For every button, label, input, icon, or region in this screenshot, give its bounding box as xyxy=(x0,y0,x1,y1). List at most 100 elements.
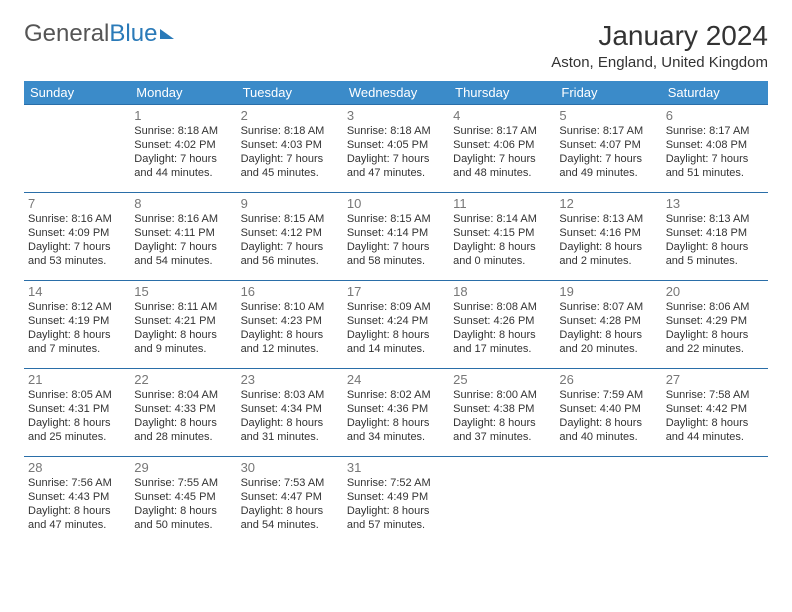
logo: GeneralBlue xyxy=(24,20,174,48)
day-info-line: Daylight: 7 hours xyxy=(134,241,232,255)
day-info-line: Daylight: 7 hours xyxy=(666,153,764,167)
day-header: Saturday xyxy=(662,81,768,105)
day-info-line: Sunrise: 8:08 AM xyxy=(453,301,551,315)
day-info-line: Sunrise: 7:52 AM xyxy=(347,477,445,491)
day-info-line: Sunset: 4:14 PM xyxy=(347,227,445,241)
day-info-line: Sunrise: 8:16 AM xyxy=(134,213,232,227)
calendar-cell: 25Sunrise: 8:00 AMSunset: 4:38 PMDayligh… xyxy=(449,369,555,457)
calendar-cell: 18Sunrise: 8:08 AMSunset: 4:26 PMDayligh… xyxy=(449,281,555,369)
calendar-cell: 8Sunrise: 8:16 AMSunset: 4:11 PMDaylight… xyxy=(130,193,236,281)
day-info-line: Sunrise: 8:13 AM xyxy=(666,213,764,227)
day-number: 30 xyxy=(241,460,339,476)
day-info-line: Daylight: 8 hours xyxy=(559,417,657,431)
day-info-line: Daylight: 8 hours xyxy=(666,241,764,255)
day-info-line: Daylight: 8 hours xyxy=(134,417,232,431)
day-info-line: and 54 minutes. xyxy=(241,519,339,533)
day-info-line: and 28 minutes. xyxy=(134,431,232,445)
day-number: 10 xyxy=(347,196,445,212)
day-info-line: Daylight: 8 hours xyxy=(28,505,126,519)
day-info-line: Daylight: 8 hours xyxy=(453,417,551,431)
calendar-cell: 31Sunrise: 7:52 AMSunset: 4:49 PMDayligh… xyxy=(343,457,449,545)
day-number: 21 xyxy=(28,372,126,388)
day-info-line: Sunrise: 8:10 AM xyxy=(241,301,339,315)
calendar-cell: 22Sunrise: 8:04 AMSunset: 4:33 PMDayligh… xyxy=(130,369,236,457)
day-info-line: Sunset: 4:02 PM xyxy=(134,139,232,153)
calendar-cell: 29Sunrise: 7:55 AMSunset: 4:45 PMDayligh… xyxy=(130,457,236,545)
day-info-line: and 5 minutes. xyxy=(666,255,764,269)
logo-text-1: General xyxy=(24,20,109,48)
day-number: 12 xyxy=(559,196,657,212)
day-info-line: Sunset: 4:07 PM xyxy=(559,139,657,153)
day-info-line: Sunset: 4:38 PM xyxy=(453,403,551,417)
calendar-cell: 23Sunrise: 8:03 AMSunset: 4:34 PMDayligh… xyxy=(237,369,343,457)
day-info-line: Sunset: 4:43 PM xyxy=(28,491,126,505)
calendar-week-row: 14Sunrise: 8:12 AMSunset: 4:19 PMDayligh… xyxy=(24,281,768,369)
day-info-line: and 31 minutes. xyxy=(241,431,339,445)
day-info-line: Sunrise: 8:11 AM xyxy=(134,301,232,315)
day-info-line: and 0 minutes. xyxy=(453,255,551,269)
day-info-line: Daylight: 8 hours xyxy=(241,329,339,343)
day-info-line: Sunset: 4:11 PM xyxy=(134,227,232,241)
day-info-line: and 40 minutes. xyxy=(559,431,657,445)
calendar-cell xyxy=(24,105,130,193)
day-info-line: and 12 minutes. xyxy=(241,343,339,357)
day-info-line: Sunrise: 7:58 AM xyxy=(666,389,764,403)
day-info-line: Daylight: 8 hours xyxy=(559,329,657,343)
day-info-line: Sunset: 4:28 PM xyxy=(559,315,657,329)
calendar-cell: 11Sunrise: 8:14 AMSunset: 4:15 PMDayligh… xyxy=(449,193,555,281)
calendar-cell: 7Sunrise: 8:16 AMSunset: 4:09 PMDaylight… xyxy=(24,193,130,281)
calendar-header-row: SundayMondayTuesdayWednesdayThursdayFrid… xyxy=(24,81,768,105)
day-info-line: and 44 minutes. xyxy=(134,167,232,181)
day-number: 4 xyxy=(453,108,551,124)
calendar-cell: 4Sunrise: 8:17 AMSunset: 4:06 PMDaylight… xyxy=(449,105,555,193)
day-number: 9 xyxy=(241,196,339,212)
day-info-line: Daylight: 7 hours xyxy=(241,241,339,255)
day-number: 29 xyxy=(134,460,232,476)
day-info-line: Sunset: 4:12 PM xyxy=(241,227,339,241)
title-block: January 2024 Aston, England, United King… xyxy=(551,20,768,71)
calendar-cell: 16Sunrise: 8:10 AMSunset: 4:23 PMDayligh… xyxy=(237,281,343,369)
day-header: Monday xyxy=(130,81,236,105)
day-info-line: and 37 minutes. xyxy=(453,431,551,445)
day-number: 24 xyxy=(347,372,445,388)
day-info-line: Sunrise: 8:07 AM xyxy=(559,301,657,315)
day-header: Sunday xyxy=(24,81,130,105)
calendar-cell: 30Sunrise: 7:53 AMSunset: 4:47 PMDayligh… xyxy=(237,457,343,545)
day-info-line: and 58 minutes. xyxy=(347,255,445,269)
day-info-line: and 57 minutes. xyxy=(347,519,445,533)
day-info-line: and 50 minutes. xyxy=(134,519,232,533)
day-info-line: Sunset: 4:06 PM xyxy=(453,139,551,153)
day-info-line: Sunrise: 7:53 AM xyxy=(241,477,339,491)
calendar-week-row: 21Sunrise: 8:05 AMSunset: 4:31 PMDayligh… xyxy=(24,369,768,457)
day-info-line: Daylight: 8 hours xyxy=(134,329,232,343)
day-number: 17 xyxy=(347,284,445,300)
day-info-line: Sunset: 4:21 PM xyxy=(134,315,232,329)
day-info-line: and 47 minutes. xyxy=(28,519,126,533)
day-info-line: Sunset: 4:31 PM xyxy=(28,403,126,417)
day-number: 31 xyxy=(347,460,445,476)
day-info-line: Sunset: 4:16 PM xyxy=(559,227,657,241)
day-number: 14 xyxy=(28,284,126,300)
day-info-line: Sunrise: 7:56 AM xyxy=(28,477,126,491)
day-info-line: Sunset: 4:18 PM xyxy=(666,227,764,241)
day-info-line: Sunrise: 8:17 AM xyxy=(453,125,551,139)
calendar-cell: 13Sunrise: 8:13 AMSunset: 4:18 PMDayligh… xyxy=(662,193,768,281)
day-header: Friday xyxy=(555,81,661,105)
day-info-line: Sunset: 4:03 PM xyxy=(241,139,339,153)
day-info-line: Sunset: 4:34 PM xyxy=(241,403,339,417)
day-info-line: Daylight: 7 hours xyxy=(241,153,339,167)
day-info-line: Sunrise: 8:17 AM xyxy=(559,125,657,139)
page-subtitle: Aston, England, United Kingdom xyxy=(551,54,768,71)
calendar-cell: 17Sunrise: 8:09 AMSunset: 4:24 PMDayligh… xyxy=(343,281,449,369)
day-info-line: Sunset: 4:42 PM xyxy=(666,403,764,417)
logo-text-2: Blue xyxy=(109,20,157,48)
day-info-line: and 49 minutes. xyxy=(559,167,657,181)
calendar-cell: 15Sunrise: 8:11 AMSunset: 4:21 PMDayligh… xyxy=(130,281,236,369)
day-info-line: Sunset: 4:49 PM xyxy=(347,491,445,505)
day-info-line: and 47 minutes. xyxy=(347,167,445,181)
day-info-line: and 17 minutes. xyxy=(453,343,551,357)
day-info-line: Sunrise: 8:02 AM xyxy=(347,389,445,403)
calendar-week-row: 1Sunrise: 8:18 AMSunset: 4:02 PMDaylight… xyxy=(24,105,768,193)
day-info-line: Daylight: 8 hours xyxy=(347,329,445,343)
day-info-line: and 51 minutes. xyxy=(666,167,764,181)
